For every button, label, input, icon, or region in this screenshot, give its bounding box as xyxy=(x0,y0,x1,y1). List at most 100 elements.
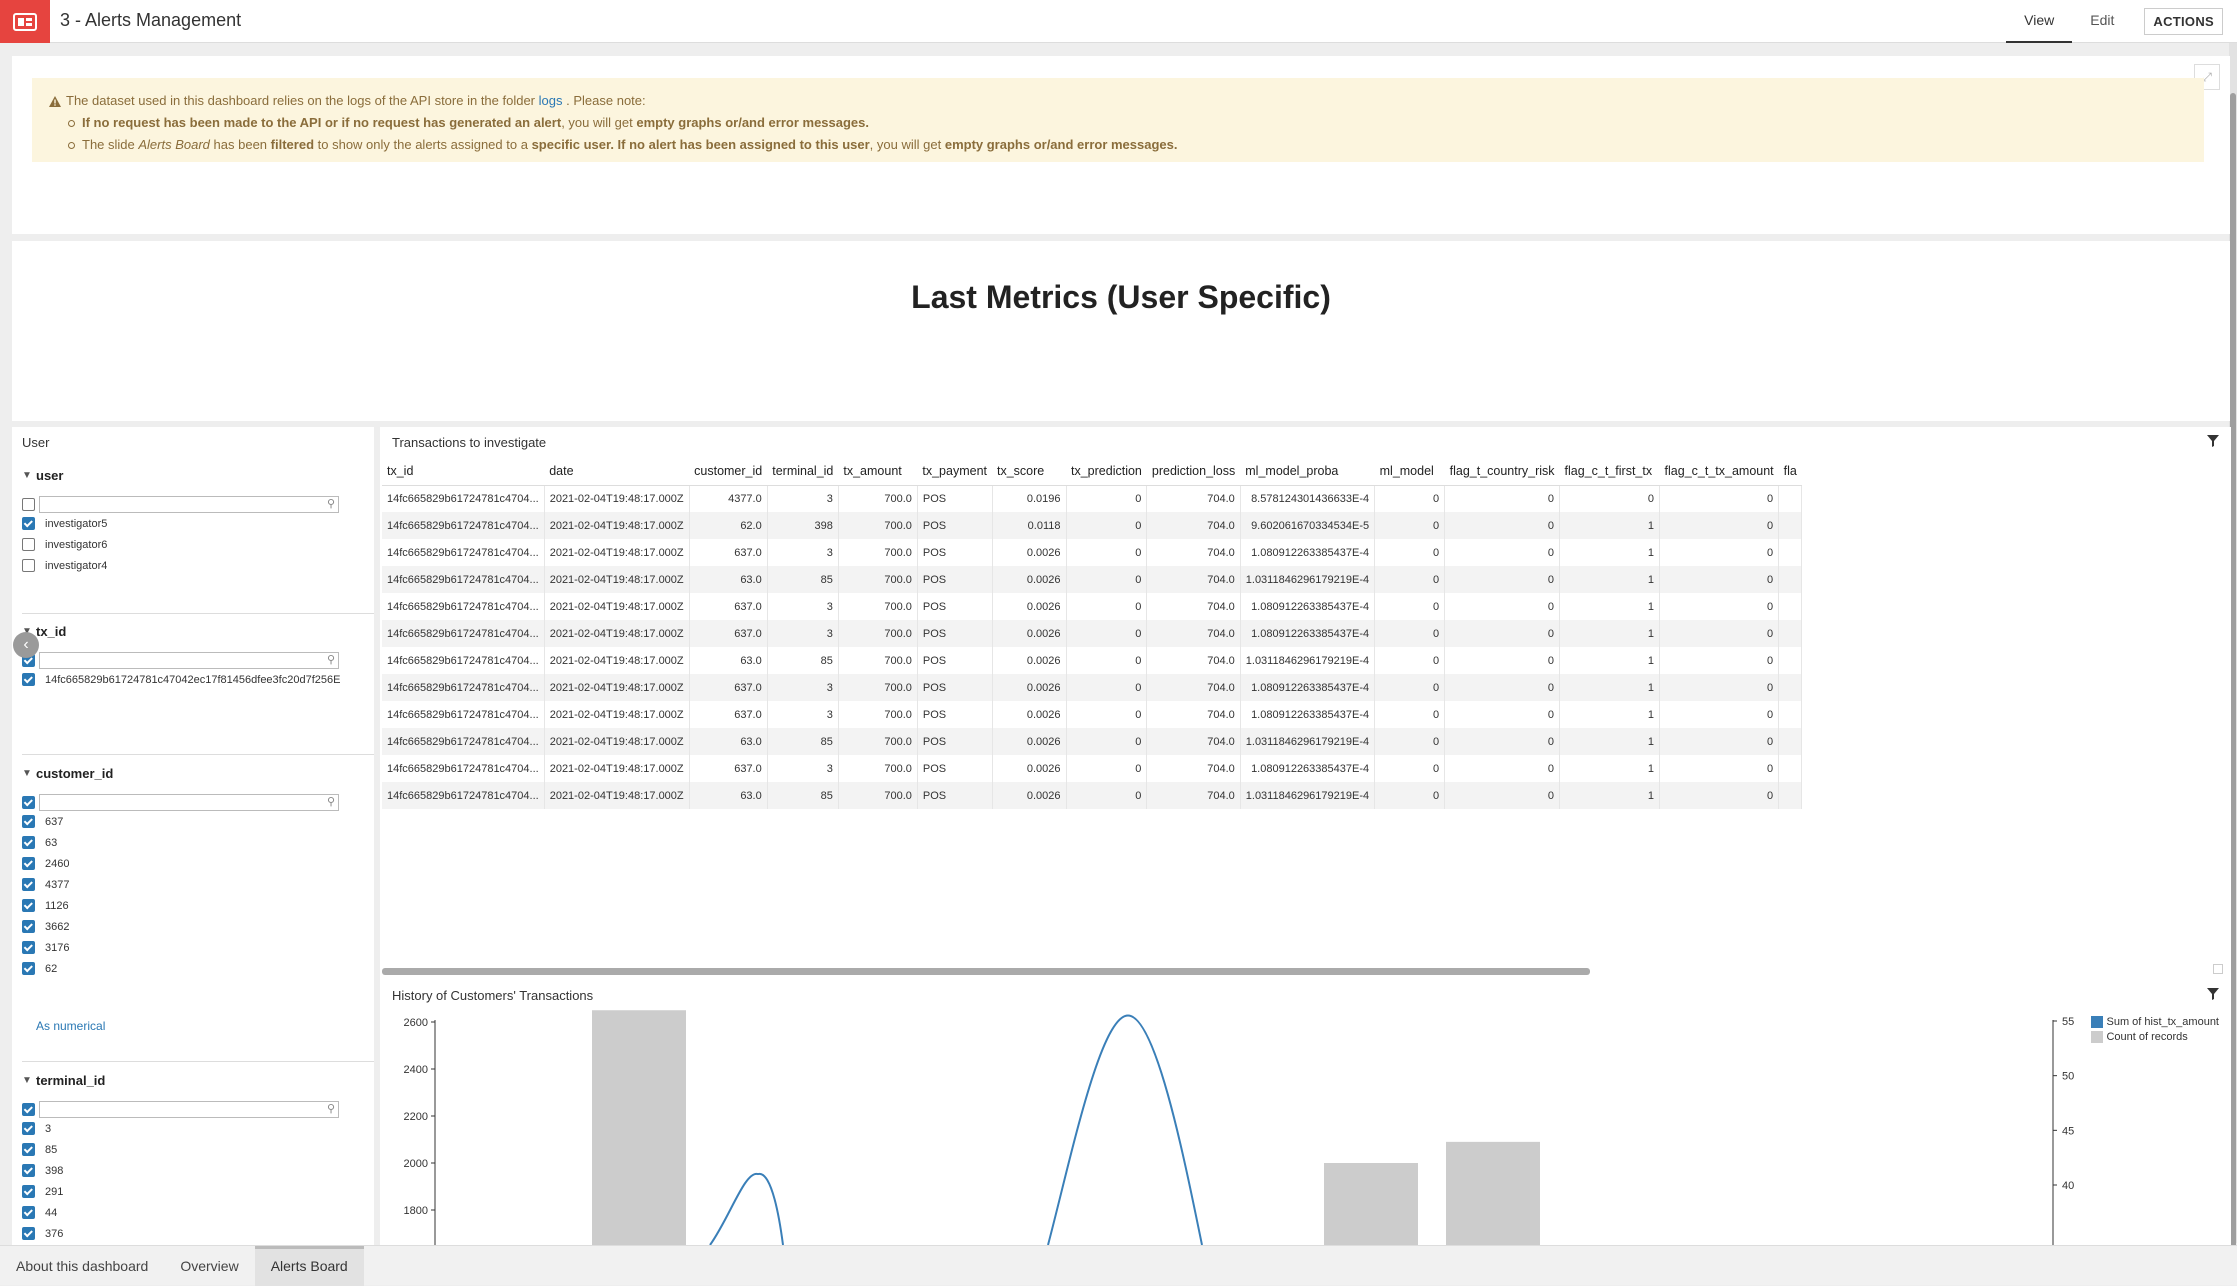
item-checkbox[interactable] xyxy=(22,1164,35,1177)
table-cell: 0.0118 xyxy=(992,512,1067,539)
filter-tx-id-header[interactable]: ▼ tx_id xyxy=(22,621,374,641)
filter-user-item[interactable]: investigator6 xyxy=(22,534,374,555)
item-checkbox[interactable] xyxy=(22,1206,35,1219)
column-header[interactable]: tx_score xyxy=(992,457,1066,486)
table-row[interactable]: 14fc665829b61724781c4704... 2021-02-04T19… xyxy=(382,782,1803,809)
as-numerical-link[interactable]: As numerical xyxy=(36,1019,106,1033)
item-label: 62 xyxy=(45,962,58,975)
column-header[interactable]: flag_c_t_tx_amount xyxy=(1659,457,1779,486)
item-checkbox[interactable] xyxy=(22,1185,35,1198)
item-checkbox[interactable] xyxy=(22,920,35,933)
column-header[interactable]: ml_model_proba xyxy=(1240,457,1375,486)
select-all-checkbox[interactable] xyxy=(22,795,35,809)
view-tab[interactable]: View xyxy=(2006,0,2073,43)
tab-overview[interactable]: Overview xyxy=(180,1257,239,1274)
filter-customer-id-header[interactable]: ▼ customer_id xyxy=(22,763,374,783)
filter-tx-id-item[interactable]: 14fc665829b61724781c47042ec17f81456dfee3… xyxy=(22,669,374,690)
table-row[interactable]: 14fc665829b61724781c4704... 2021-02-04T19… xyxy=(382,647,1803,674)
column-header[interactable]: tx_amount xyxy=(838,457,918,486)
column-header[interactable]: tx_id xyxy=(382,457,545,486)
filter-customer-id-item[interactable]: 63 xyxy=(22,832,374,853)
filter-terminal-id-item[interactable]: 44 xyxy=(22,1202,374,1223)
filter-user-item[interactable]: investigator5 xyxy=(22,513,374,534)
item-checkbox[interactable] xyxy=(22,836,35,849)
item-checkbox[interactable] xyxy=(22,1143,35,1156)
legend-item[interactable]: Sum of hist_tx_amount xyxy=(2091,1014,2219,1029)
item-checkbox[interactable] xyxy=(22,559,35,572)
table-horizontal-scrollbar[interactable] xyxy=(382,968,1590,975)
dashboard-icon[interactable] xyxy=(0,0,50,43)
filter-customer-id-item[interactable]: 4377 xyxy=(22,874,374,895)
table-row[interactable]: 14fc665829b61724781c4704... 2021-02-04T19… xyxy=(382,512,1803,539)
column-header[interactable]: terminal_id xyxy=(767,457,839,486)
page-scrollbar-thumb[interactable] xyxy=(2230,93,2236,1273)
actions-button[interactable]: ACTIONS xyxy=(2144,8,2223,35)
tab-alerts-board[interactable]: Alerts Board xyxy=(254,1245,364,1286)
filter-user-header[interactable]: ▼ user xyxy=(22,465,374,485)
filter-icon[interactable] xyxy=(2207,435,2219,447)
filter-terminal-id-item[interactable]: 85 xyxy=(22,1139,374,1160)
filter-customer-id-item[interactable]: 3662 xyxy=(22,916,374,937)
right-tick-label: 40 xyxy=(2062,1180,2074,1192)
table-cell: 14fc665829b61724781c4704... xyxy=(382,647,545,674)
table-row[interactable]: 14fc665829b61724781c4704... 2021-02-04T19… xyxy=(382,620,1803,647)
filter-terminal-id-item[interactable]: 291 xyxy=(22,1181,374,1202)
item-checkbox[interactable] xyxy=(22,962,35,975)
column-header[interactable]: ml_model xyxy=(1374,457,1445,486)
column-header[interactable]: tx_payment xyxy=(917,457,992,486)
column-header[interactable]: flag_t_country_risk xyxy=(1444,457,1560,486)
item-checkbox[interactable] xyxy=(22,517,35,530)
column-header[interactable]: fla xyxy=(1778,457,1802,486)
page-scrollbar-track[interactable] xyxy=(2229,43,2237,1273)
select-all-checkbox[interactable] xyxy=(22,1102,35,1116)
filter-user-item[interactable]: investigator4 xyxy=(22,555,374,576)
table-row[interactable]: 14fc665829b61724781c4704... 2021-02-04T19… xyxy=(382,701,1803,728)
table-row[interactable]: 14fc665829b61724781c4704... 2021-02-04T19… xyxy=(382,755,1803,782)
filter-terminal-id-search[interactable]: ⚲ xyxy=(39,1100,339,1118)
filter-terminal-id-item[interactable]: 376 xyxy=(22,1223,374,1244)
column-header[interactable]: prediction_loss xyxy=(1146,457,1241,486)
column-header[interactable]: flag_c_t_first_tx xyxy=(1559,457,1660,486)
item-checkbox[interactable] xyxy=(22,1227,35,1240)
item-checkbox[interactable] xyxy=(22,899,35,912)
tab-about[interactable]: About this dashboard xyxy=(16,1257,149,1274)
filter-terminal-id-item[interactable]: 3 xyxy=(22,1118,374,1139)
filter-customer-id-item[interactable]: 2460 xyxy=(22,853,374,874)
item-checkbox[interactable] xyxy=(22,673,35,686)
filter-terminal-id-item[interactable]: 398 xyxy=(22,1160,374,1181)
item-checkbox[interactable] xyxy=(22,815,35,828)
item-checkbox[interactable] xyxy=(22,538,35,551)
filter-customer-id-search[interactable]: ⚲ xyxy=(39,793,339,811)
chart-legend: Sum of hist_tx_amount Count of records xyxy=(2091,1014,2219,1044)
table-row[interactable]: 14fc665829b61724781c4704... 2021-02-04T19… xyxy=(382,593,1803,620)
filter-tx-id-search[interactable]: ⚲ xyxy=(39,651,339,669)
item-checkbox[interactable] xyxy=(22,941,35,954)
filter-customer-id-item[interactable]: 3176 xyxy=(22,937,374,958)
table-row[interactable]: 14fc665829b61724781c4704... 2021-02-04T19… xyxy=(382,485,1803,512)
item-checkbox[interactable] xyxy=(22,1122,35,1135)
filter-user-search[interactable]: ⚲ xyxy=(39,495,339,513)
column-header[interactable]: customer_id xyxy=(689,457,768,486)
select-all-checkbox[interactable] xyxy=(22,497,35,511)
filter-customer-id-item[interactable]: 62 xyxy=(22,958,374,979)
table-row[interactable]: 14fc665829b61724781c4704... 2021-02-04T19… xyxy=(382,728,1803,755)
item-checkbox[interactable] xyxy=(22,857,35,870)
legend-label: Count of records xyxy=(2106,1030,2188,1043)
warning-icon xyxy=(49,95,61,107)
table-cell: 14fc665829b61724781c4704... xyxy=(382,539,545,566)
table-row[interactable]: 14fc665829b61724781c4704... 2021-02-04T19… xyxy=(382,539,1803,566)
filter-terminal-id-header[interactable]: ▼ terminal_id xyxy=(22,1070,374,1090)
table-row[interactable]: 14fc665829b61724781c4704... 2021-02-04T19… xyxy=(382,674,1803,701)
item-checkbox[interactable] xyxy=(22,878,35,891)
notice-box: The dataset used in this dashboard relie… xyxy=(32,78,2204,162)
logs-link[interactable]: logs xyxy=(538,93,563,108)
table-row[interactable]: 14fc665829b61724781c4704... 2021-02-04T19… xyxy=(382,566,1803,593)
collapse-filters-button[interactable]: ‹ xyxy=(13,632,39,658)
column-header[interactable]: tx_prediction xyxy=(1066,457,1147,486)
filter-customer-id-item[interactable]: 637 xyxy=(22,811,374,832)
column-header[interactable]: date xyxy=(544,457,690,486)
filter-icon[interactable] xyxy=(2207,988,2219,1000)
legend-item[interactable]: Count of records xyxy=(2091,1029,2219,1044)
edit-tab[interactable]: Edit xyxy=(2090,12,2115,28)
filter-customer-id-item[interactable]: 1126 xyxy=(22,895,374,916)
